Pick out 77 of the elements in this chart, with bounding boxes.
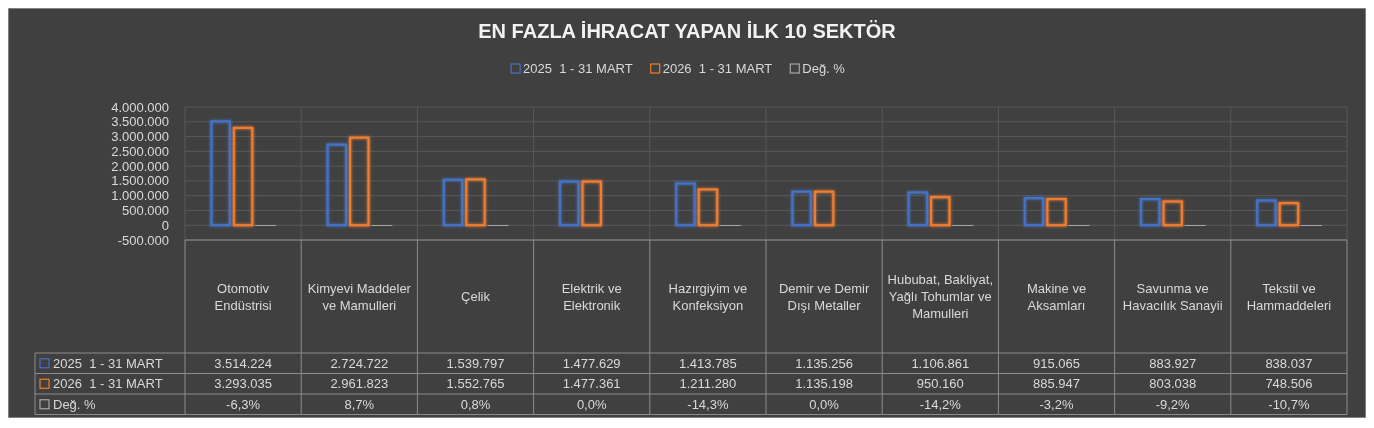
text: 2026 1 - 31 MART <box>53 376 163 392</box>
text: 2025 1 - 31 MART <box>53 355 163 371</box>
bar <box>929 196 951 227</box>
data-label: 885.947 <box>1033 376 1080 392</box>
data-label: -14,3% <box>687 396 729 412</box>
data-label: 1.106.861 <box>911 355 970 371</box>
bar <box>1278 202 1300 227</box>
data-label: 8,7% <box>344 396 375 412</box>
x-tick-label: Elektrik ve Elektronik <box>561 280 622 313</box>
bar <box>791 190 812 227</box>
bar <box>1023 197 1045 227</box>
x-tick-label: Çelik <box>461 289 491 304</box>
x-tick-label: Savunma ve Havacılık Sanayii <box>1122 280 1223 313</box>
data-label: 1.413.785 <box>678 355 737 371</box>
bar <box>232 126 254 227</box>
data-label: 915.065 <box>1033 355 1080 371</box>
data-label: 838.037 <box>1265 355 1313 371</box>
data-label: -3,2% <box>1039 396 1074 412</box>
data-label: 950.160 <box>916 376 964 392</box>
data-label: -10,7% <box>1268 396 1310 412</box>
legend-label: Değ. % <box>802 61 846 76</box>
bar <box>1256 199 1277 227</box>
x-tick-label: Hazırgiyim ve Konfeksiyon <box>668 280 748 313</box>
data-label: 1.539.797 <box>446 355 505 371</box>
bar <box>581 180 603 227</box>
y-tick-label: 3.500.000 <box>111 114 169 130</box>
x-tick-label: Tekstil ve Hammaddeleri <box>1246 280 1332 313</box>
y-tick-label: 4.000.000 <box>111 99 169 115</box>
data-label: -14,2% <box>919 396 962 412</box>
data-label: 1.552.765 <box>446 376 505 392</box>
data-label: 1.477.629 <box>562 355 621 371</box>
data-label: -6,3% <box>226 396 261 412</box>
y-tick-label: 3.000.000 <box>111 129 169 145</box>
legend-label: 2025 1 - 31 MART <box>523 61 633 76</box>
y-tick-label: 1.000.000 <box>111 188 169 204</box>
data-label: 748.506 <box>1265 376 1313 392</box>
data-label: 1.477.361 <box>562 376 621 392</box>
bar <box>326 143 348 227</box>
data-label: 3.514.224 <box>214 355 273 371</box>
x-tick-label: Hububat, Bakliyat, Yağlı Tohumlar ve Mamulleri <box>887 272 994 321</box>
bar <box>558 180 580 227</box>
y-tick-label: 500.000 <box>122 202 169 218</box>
y-tick-label: 1.500.000 <box>111 173 169 189</box>
data-label: 2.724.722 <box>330 355 389 371</box>
bar <box>210 120 231 227</box>
data-label: 1.135.256 <box>795 355 854 371</box>
y-tick-label: 2.000.000 <box>111 158 169 174</box>
y-tick-label: 2.500.000 <box>111 143 169 159</box>
bar <box>1162 200 1184 227</box>
data-label: 1.135.198 <box>795 376 854 392</box>
data-label: 883.927 <box>1149 355 1197 371</box>
x-tick-label: Kimyevi Maddeler ve Mamulleri <box>307 280 412 313</box>
bar <box>907 191 929 227</box>
x-tick-label: Otomotiv Endüstrisi <box>214 280 272 313</box>
data-label: 3.293.035 <box>214 376 273 392</box>
data-label: 0,0% <box>576 396 607 412</box>
bar <box>348 136 370 227</box>
data-label: -9,2% <box>1155 396 1191 412</box>
y-tick-label: -500.000 <box>117 232 169 248</box>
data-label: 2.961.823 <box>330 376 389 392</box>
text: Değ. % <box>53 396 96 412</box>
bar <box>1139 198 1161 227</box>
x-tick-label: Makine ve Aksamları <box>1026 280 1087 313</box>
data-label: 1.211.280 <box>679 376 737 392</box>
bar <box>697 188 719 227</box>
legend-label: 2026 1 - 31 MART <box>662 61 773 76</box>
bar <box>465 178 486 227</box>
chart-title: EN FAZLA İHRACAT YAPAN İLK 10 SEKTÖR <box>478 20 897 42</box>
bar <box>1046 197 1067 227</box>
y-tick-label: 0 <box>161 217 169 233</box>
data-label: 0,0% <box>809 396 840 412</box>
bar <box>813 190 835 227</box>
bar <box>675 182 696 227</box>
x-tick-label: Demir ve Demir Dışı Metaller <box>778 280 870 313</box>
data-label: 803.038 <box>1149 376 1197 392</box>
bar <box>442 178 464 227</box>
data-label: 0,8% <box>460 396 491 412</box>
